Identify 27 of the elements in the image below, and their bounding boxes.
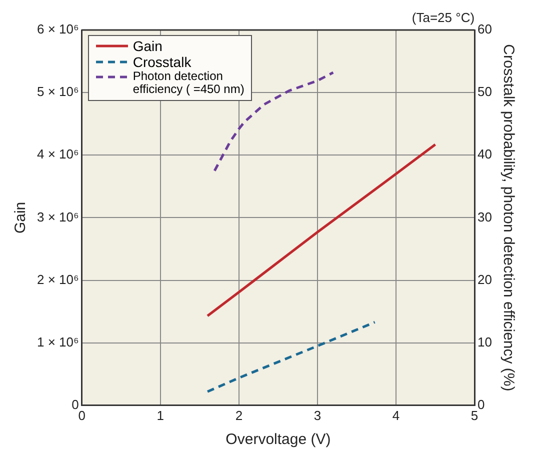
y2-tick-label: 20 <box>478 272 492 287</box>
y-tick-label: 0 <box>72 396 79 412</box>
y2-tick-label: 0 <box>478 396 485 412</box>
y-tick-label: 2 × 10⁶ <box>36 272 79 287</box>
y-tick-label: 6 × 10⁶ <box>36 22 79 37</box>
y-tick-label: 1 × 10⁶ <box>36 334 79 350</box>
y2-axis-title: Crosstalk probability, photon detection efficiency (%) <box>500 44 517 392</box>
x-axis-title: Overvoltage (V) <box>226 431 331 448</box>
legend-label: Photon detection efficiency ( =450 nm) <box>132 69 245 96</box>
x-tick-label: 4 <box>392 408 400 423</box>
y2-tick-label: 60 <box>478 22 492 37</box>
line-series <box>206 320 376 393</box>
legend-label: Gain <box>132 38 162 54</box>
y2-tick-label: 50 <box>478 84 492 100</box>
y2-tick-label: 30 <box>478 209 492 224</box>
y-tick-label: 3 × 10⁶ <box>36 209 79 224</box>
y-tick-label: 4 × 10⁶ <box>36 146 79 162</box>
y2-tick-label: 10 <box>478 334 492 350</box>
x-tick-label: 2 <box>235 408 243 423</box>
x-tick-label: 3 <box>314 408 322 423</box>
x-tick-label: 1 <box>156 408 164 423</box>
y-tick-label: 5 × 10⁶ <box>36 84 79 100</box>
y2-tick-label: 40 <box>478 146 492 162</box>
x-tick-label: 5 <box>470 408 478 423</box>
legend-label: Crosstalk <box>132 54 192 70</box>
y-axis-title: Gain <box>12 202 30 234</box>
text: (Ta=25 °C) <box>412 10 475 25</box>
